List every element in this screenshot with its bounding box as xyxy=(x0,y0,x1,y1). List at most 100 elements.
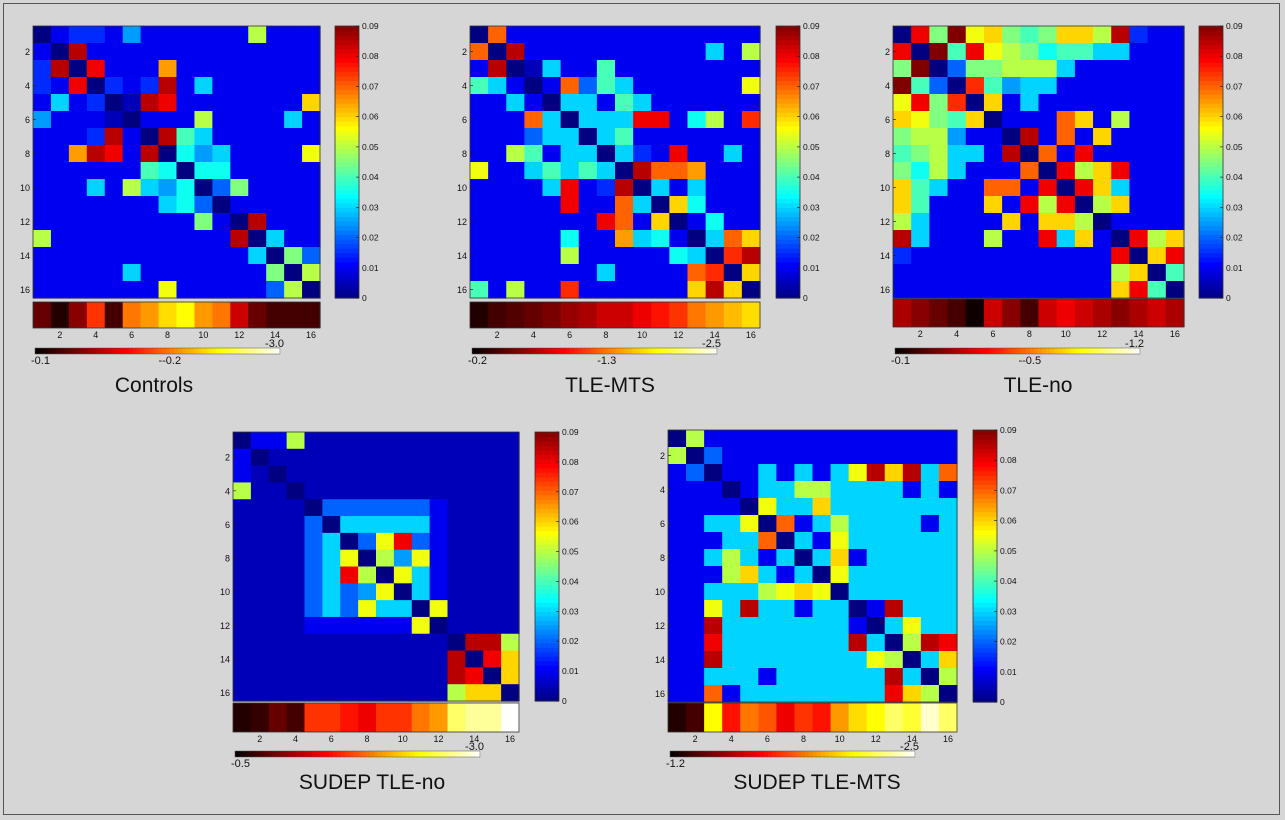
heatmap-cell xyxy=(929,94,949,112)
heatmap-cell xyxy=(1147,128,1167,146)
scale-gradient-segment xyxy=(296,751,301,757)
heatmap-cell xyxy=(1074,128,1094,146)
scale-gradient-segment xyxy=(899,348,904,354)
heatmap-cell xyxy=(830,532,850,550)
heatmap-cell xyxy=(705,230,725,248)
strength-cell xyxy=(266,302,285,328)
scale-gradient-segment xyxy=(796,751,802,757)
heatmap-cell xyxy=(194,128,213,146)
scale-gradient-segment xyxy=(251,751,257,757)
heatmap-cell xyxy=(501,516,520,534)
heatmap-cell xyxy=(1074,264,1094,282)
heatmap-cell xyxy=(705,145,725,163)
scale-gradient-segment xyxy=(120,348,126,354)
heatmap-cell xyxy=(358,566,377,584)
heatmap-cell xyxy=(1111,179,1131,197)
heatmap-cell xyxy=(704,430,723,448)
heatmap-cell xyxy=(1038,145,1058,163)
colorbar-segment xyxy=(1199,26,1223,32)
scale-gradient-segment xyxy=(696,348,702,354)
heatmap-cell xyxy=(578,145,598,163)
heatmap-cell xyxy=(304,616,323,635)
heatmap-cell xyxy=(340,616,359,635)
heatmap-cell xyxy=(50,162,70,180)
heatmap-cell xyxy=(483,684,502,702)
heatmap-cell xyxy=(615,281,634,299)
colorbar-segment xyxy=(776,94,800,100)
scale-gradient-segment xyxy=(821,751,826,757)
colorbar-tick-label: 0.07 xyxy=(803,81,820,91)
colorbar-segment xyxy=(973,647,997,653)
colorbar-segment xyxy=(973,593,997,599)
colorbar-segment xyxy=(973,579,997,585)
colorbar-segment xyxy=(335,162,359,168)
heatmap-cell xyxy=(376,432,395,450)
heatmap-cell xyxy=(938,634,958,652)
colorbar-segment xyxy=(335,230,359,236)
scale-gradient-segment xyxy=(476,348,481,354)
heatmap-cell xyxy=(176,281,196,299)
scale-gradient-segment xyxy=(570,348,575,354)
heatmap-cell xyxy=(794,464,814,482)
heatmap-cell xyxy=(893,281,912,299)
heatmap-cell xyxy=(911,77,930,95)
scale-gradient-segment xyxy=(553,348,559,354)
heatmap-cell xyxy=(322,650,341,668)
heatmap-cell xyxy=(848,481,868,499)
colorbar-segment xyxy=(335,84,359,91)
heatmap-cell xyxy=(68,128,88,146)
heatmap-cell xyxy=(776,651,796,669)
heatmap-cell xyxy=(776,532,796,550)
scale-gradient-segment xyxy=(668,348,673,354)
scale-gradient-segment xyxy=(198,348,204,354)
heatmap-cell xyxy=(322,684,341,702)
heatmap-cell xyxy=(1038,77,1058,95)
scale-gradient-segment xyxy=(1021,348,1027,354)
scale-gradient-segment xyxy=(259,348,265,354)
scale-gradient-segment xyxy=(639,348,645,354)
heatmap-cell xyxy=(704,464,723,482)
heatmap-cell xyxy=(1093,213,1112,231)
heatmap-cell xyxy=(122,281,142,299)
colorbar-segment xyxy=(776,166,800,172)
heatmap-cell xyxy=(465,600,484,618)
scale-gradient-segment xyxy=(218,348,224,354)
scale-gradient-segment xyxy=(39,348,44,354)
heatmap-cell xyxy=(651,247,670,265)
heatmap-cell xyxy=(483,583,502,601)
heatmap-cell xyxy=(233,650,252,668)
colorbar-segment xyxy=(1199,193,1223,199)
scale-gradient-segment xyxy=(952,348,957,354)
heatmap-cell xyxy=(938,447,958,465)
heatmap-cell xyxy=(447,616,466,635)
heatmap-cell xyxy=(1020,111,1040,129)
heatmap-cell xyxy=(250,616,270,635)
colorbar-segment xyxy=(776,243,800,249)
heatmap-cell xyxy=(230,230,249,248)
heatmap-cell xyxy=(266,94,285,112)
strength-strip-frame xyxy=(892,298,1185,328)
heatmap-cell xyxy=(86,264,106,282)
scale-gradient-segment xyxy=(259,751,265,757)
heatmap-cell xyxy=(686,549,705,567)
heatmap-cell xyxy=(920,583,940,601)
heatmap-cell xyxy=(86,213,106,231)
heatmap-cell xyxy=(376,516,395,534)
heatmap-cell xyxy=(1129,43,1149,61)
colorbar-segment xyxy=(535,575,559,581)
heatmap-cell xyxy=(470,111,489,129)
x-tick-label: 6 xyxy=(765,734,770,744)
colorbar-segment xyxy=(335,75,359,81)
heatmap-cell xyxy=(1020,179,1040,197)
scale-gradient-segment xyxy=(165,348,171,354)
heatmap-cell xyxy=(304,667,323,685)
heatmap-cell xyxy=(722,515,741,533)
heatmap-cell xyxy=(447,583,466,601)
heatmap-cell xyxy=(812,447,832,465)
scale-gradient-segment xyxy=(1058,348,1064,354)
scale-gradient-segment xyxy=(731,751,736,757)
heatmap-cell xyxy=(322,482,341,500)
scale-gradient-segment xyxy=(480,348,485,354)
scale-gradient-segment xyxy=(719,751,724,757)
scale-gradient-segment xyxy=(194,348,199,354)
